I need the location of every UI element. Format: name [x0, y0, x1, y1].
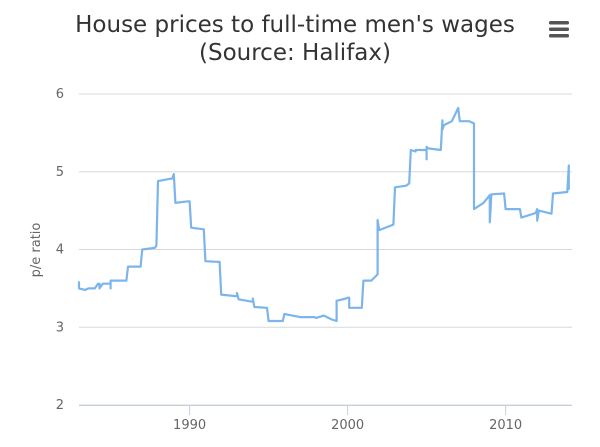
series-line-0: [77, 106, 570, 323]
grid-lines: [79, 93, 572, 406]
y-tick-label: 6: [56, 87, 64, 102]
y-tick-label: 2: [56, 398, 64, 413]
y-tick-label: 5: [56, 165, 64, 180]
series-group: [77, 106, 570, 323]
chart-menu-button[interactable]: [544, 16, 572, 42]
y-tick-label: 4: [56, 243, 64, 258]
chart-title-line-2: (Source: Halifax): [199, 40, 391, 66]
y-tick-label: 3: [56, 320, 64, 335]
x-axis: 1990 2000 2010: [79, 405, 572, 433]
x-tick-label: 1990: [173, 418, 206, 433]
y-axis-label: p/e ratio: [29, 223, 44, 278]
hamburger-menu-icon: [549, 21, 569, 38]
y-axis-ticks: 2 3 4 5 6: [56, 87, 64, 413]
x-tick-label: 2000: [331, 418, 364, 433]
chart-title-line-1: House prices to full-time men's wages: [75, 12, 515, 38]
x-tick-label: 2010: [489, 418, 522, 433]
